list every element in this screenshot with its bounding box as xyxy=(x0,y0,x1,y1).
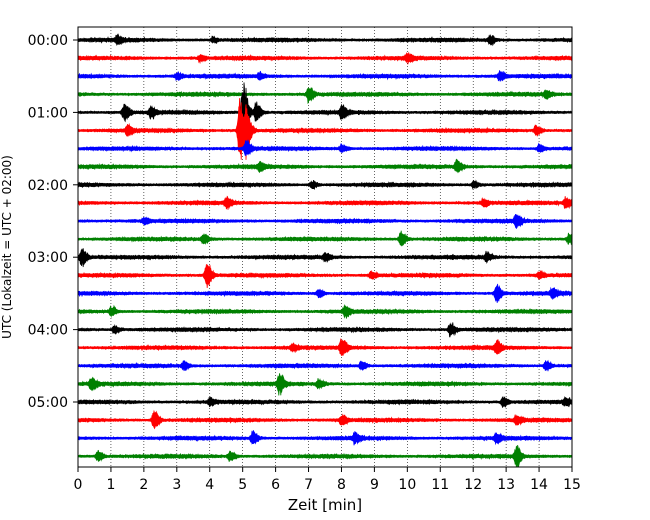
x-tick-label-7: 7 xyxy=(304,477,313,493)
y-axis: 00:00 01:00 02:00 03:00 04:00 05:00 xyxy=(28,33,78,411)
y-tick-label-0400: 04:00 xyxy=(28,323,68,339)
x-tick-label-6: 6 xyxy=(271,477,280,493)
y-tick-label-0000: 00:00 xyxy=(28,33,68,49)
grid-lines xyxy=(110,27,540,467)
x-tick-label-1: 1 xyxy=(106,477,115,493)
x-tick-label-11: 11 xyxy=(431,477,449,493)
x-tick-label-10: 10 xyxy=(398,477,416,493)
x-tick-label-12: 12 xyxy=(464,477,482,493)
x-tick-label-2: 2 xyxy=(139,477,148,493)
x-axis: 0 1 2 3 4 5 6 7 8 9 10 11 12 13 14 15 xyxy=(74,467,581,493)
x-tick-label-3: 3 xyxy=(172,477,181,493)
x-tick-label-14: 14 xyxy=(530,477,548,493)
y-tick-label-0300: 03:00 xyxy=(28,250,68,266)
y-tick-label-0500: 05:00 xyxy=(28,395,68,411)
x-tick-label-0: 0 xyxy=(74,477,83,493)
y-axis-label: UTC (Lokalzeit = UTC + 02:00) xyxy=(0,155,14,339)
y-tick-label-0200: 02:00 xyxy=(28,178,68,194)
x-tick-label-5: 5 xyxy=(238,477,247,493)
x-axis-label: Zeit [min] xyxy=(288,496,362,514)
x-tick-label-15: 15 xyxy=(563,477,581,493)
plot-frame xyxy=(77,26,573,468)
y-tick-label-0100: 01:00 xyxy=(28,105,68,121)
x-tick-label-4: 4 xyxy=(205,477,214,493)
x-tick-label-9: 9 xyxy=(370,477,379,493)
x-tick-label-8: 8 xyxy=(337,477,346,493)
x-tick-label-13: 13 xyxy=(497,477,515,493)
